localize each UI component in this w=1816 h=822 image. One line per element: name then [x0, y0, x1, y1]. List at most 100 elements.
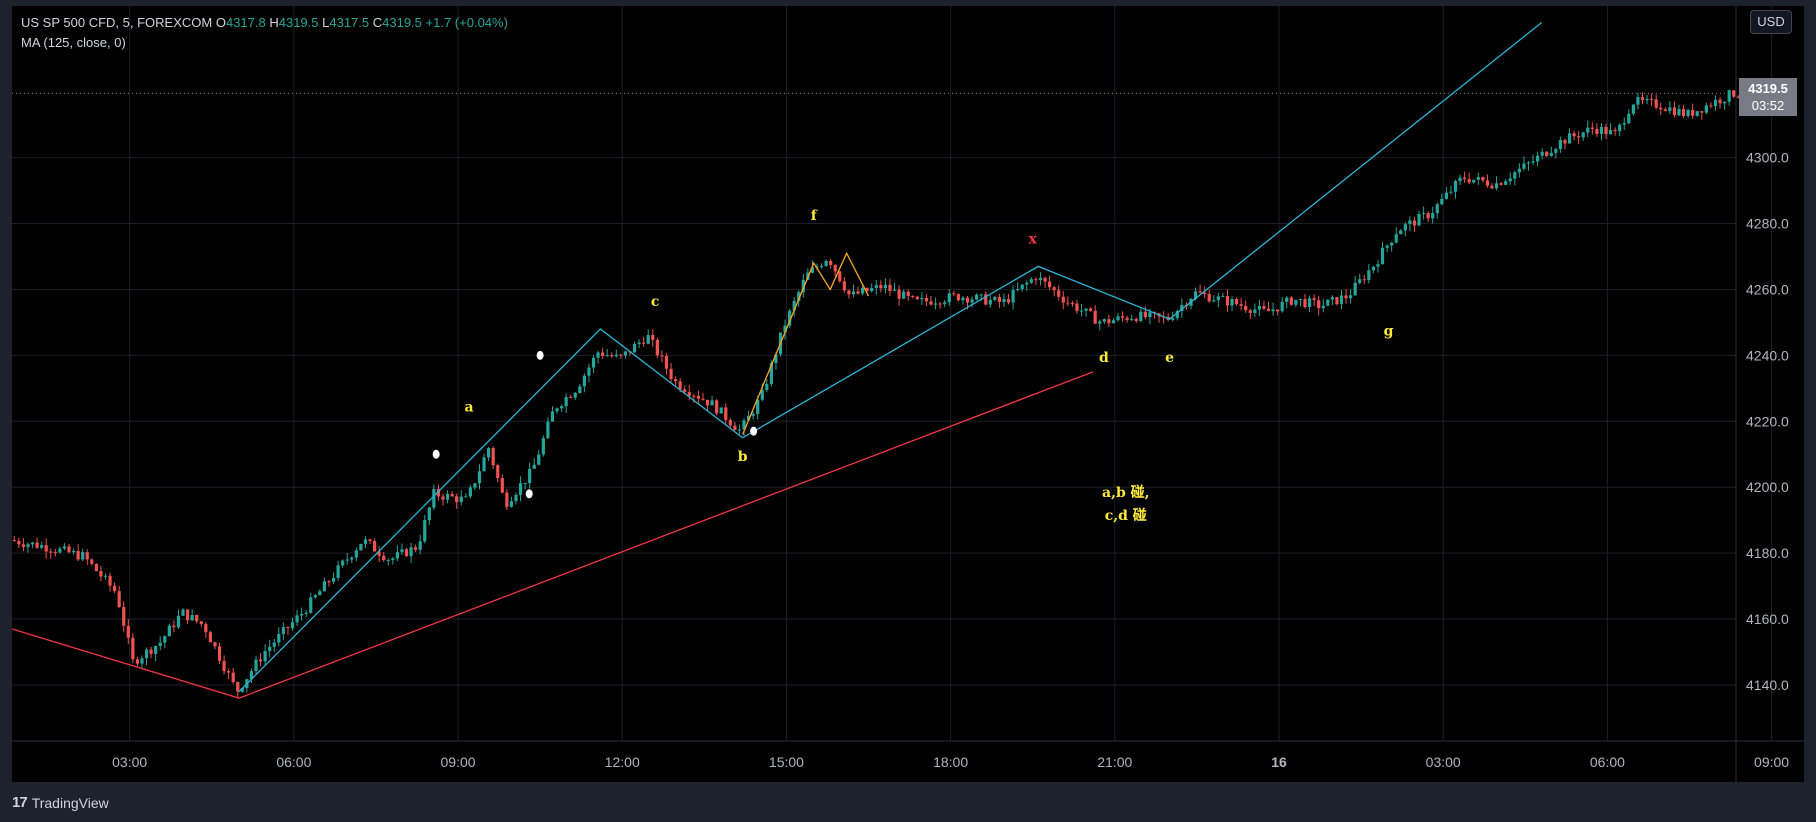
candle-body	[1011, 290, 1015, 303]
close-value: 4319.5	[382, 15, 422, 30]
candle-body	[482, 457, 486, 472]
candle-body	[300, 613, 304, 616]
candle-body	[1180, 304, 1184, 312]
candle-body	[1280, 301, 1284, 312]
candle-body	[1608, 129, 1613, 135]
candle-body	[1111, 320, 1116, 324]
candle-body	[619, 354, 623, 356]
candle-body	[1549, 152, 1553, 156]
candle-body	[199, 621, 203, 625]
candle-body	[833, 264, 837, 272]
candle-body	[1499, 183, 1503, 185]
candle-body	[518, 483, 523, 495]
bar-countdown: 03:52	[1751, 98, 1785, 113]
candle-body	[304, 612, 308, 614]
candle-body	[555, 408, 559, 412]
candle-body	[1089, 308, 1093, 311]
candle-body	[1581, 132, 1585, 138]
candle-body	[1563, 140, 1567, 144]
candle-body	[94, 563, 98, 572]
candle-body	[710, 400, 714, 406]
candle-body	[692, 395, 696, 397]
indicator-row[interactable]: MA (125, close, 0)	[21, 33, 508, 53]
candle-body	[455, 496, 459, 503]
indicator-label[interactable]: MA (125, close, 0)	[21, 35, 126, 50]
candle-body	[1070, 302, 1074, 304]
candle-body	[1640, 97, 1645, 101]
candle-body	[1453, 181, 1458, 192]
high-label: H	[269, 15, 279, 30]
tradingview-logo[interactable]: 17 TradingView	[12, 794, 109, 811]
candle-body	[185, 609, 190, 621]
candle-body	[1371, 266, 1376, 271]
trend-line[interactable]	[742, 251, 870, 435]
candle-body	[1143, 311, 1147, 318]
candle-body	[1221, 296, 1225, 298]
candle-body	[1339, 295, 1344, 305]
candle-body	[286, 627, 290, 629]
candle-body	[1207, 293, 1211, 302]
candle-body	[582, 375, 586, 387]
wave-label: a	[464, 399, 473, 415]
candle-body	[176, 615, 181, 628]
candle-body	[1718, 99, 1722, 104]
candle-body	[760, 389, 764, 400]
candle-body	[1349, 295, 1353, 299]
candle-body	[1358, 279, 1362, 283]
candle-body	[345, 559, 349, 561]
candle-body	[1449, 191, 1453, 193]
candle-body	[856, 291, 860, 294]
candle-body	[113, 585, 117, 592]
candle-body	[751, 413, 755, 416]
candle-body	[569, 397, 573, 399]
candle-body	[336, 565, 340, 578]
candle-body	[208, 632, 212, 643]
candle-body	[71, 550, 76, 553]
candle-body	[1631, 104, 1635, 114]
candle-body	[231, 672, 235, 682]
candle-body	[1239, 304, 1243, 306]
candle-body	[76, 550, 80, 560]
wave-label: c	[651, 294, 660, 310]
trend-line[interactable]	[238, 21, 1543, 693]
price-chart[interactable]: 03:00 06:00 09:00 12:00 15:00 18:00 21:00 16 03:…	[12, 6, 1804, 782]
candle-body	[988, 299, 992, 305]
price-axis-label: 4240.0	[1746, 347, 1789, 363]
chart-area[interactable]: 03:00 06:00 09:00 12:00 15:00 18:00 21:00 16 03:…	[12, 6, 1804, 782]
candle-body	[1266, 308, 1271, 312]
time-axis-label: 21:00	[1097, 754, 1132, 770]
candle-body	[395, 552, 399, 559]
trend-line[interactable]	[12, 371, 1094, 699]
candle-body	[1061, 296, 1065, 303]
candle-body	[838, 271, 842, 282]
candle-body	[1458, 177, 1462, 182]
candle-body	[263, 651, 267, 662]
candle-body	[1093, 310, 1097, 324]
candle-body	[21, 544, 26, 547]
candle-body	[1330, 297, 1334, 300]
candle-body	[632, 343, 637, 353]
low-value: 4317.5	[329, 15, 370, 30]
candle-body	[888, 284, 892, 291]
change-value: +1.7 (+0.04%)	[425, 15, 508, 30]
candle-body	[313, 595, 317, 598]
candle-body	[423, 520, 427, 542]
symbol-label[interactable]: US SP 500 CFD, 5, FOREXCOM	[21, 15, 213, 30]
price-axis-label: 4140.0	[1746, 677, 1789, 693]
candle-body	[1020, 284, 1024, 290]
candle-body	[1043, 277, 1047, 282]
currency-button[interactable]: USD	[1750, 10, 1792, 34]
candle-body	[12, 539, 16, 541]
candle-body	[911, 295, 915, 297]
candle-body	[774, 354, 778, 363]
candle-body	[350, 557, 354, 560]
candle-body	[1440, 198, 1444, 205]
dot-marker	[432, 449, 440, 459]
candle-body	[1494, 183, 1499, 189]
candle-body	[842, 281, 846, 291]
chart-legend: US SP 500 CFD, 5, FOREXCOM O4317.8 H4319…	[21, 13, 508, 53]
dot-marker	[750, 426, 758, 436]
candle-body	[1029, 279, 1033, 283]
candle-body	[1636, 97, 1640, 105]
candle-body	[523, 483, 527, 485]
